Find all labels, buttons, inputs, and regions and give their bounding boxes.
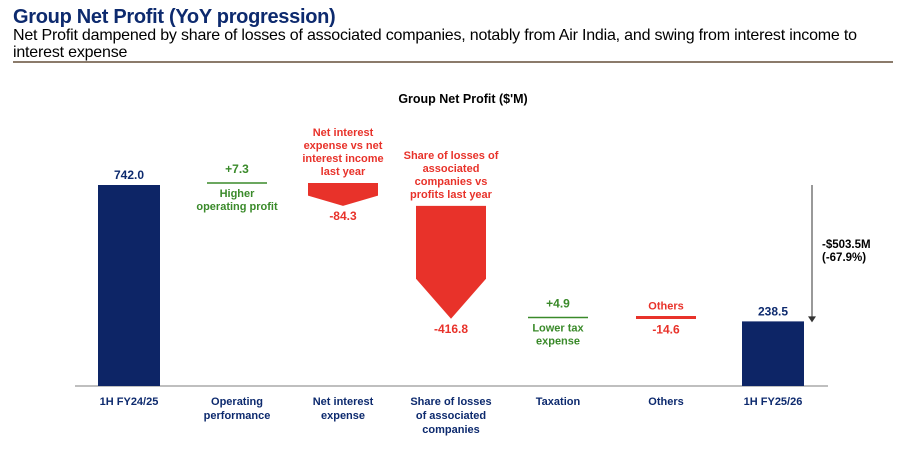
title-divider	[13, 61, 893, 63]
category-label: Others	[648, 396, 683, 408]
page-title: Group Net Profit (YoY progression)	[13, 6, 336, 28]
annotation-line: companies vs	[415, 176, 488, 188]
annotation-line: Lower tax	[532, 322, 584, 334]
category-label: companies	[422, 424, 479, 436]
data-label: -14.6	[652, 322, 680, 336]
bar-total	[742, 321, 804, 386]
category-label: Operating	[211, 396, 263, 408]
annotation-line: Higher	[220, 188, 256, 200]
annotation-line: expense vs net	[304, 140, 383, 152]
annotation-line: associated	[423, 163, 480, 175]
total-change-label: (-67.9%)	[822, 252, 866, 264]
annotation-line: expense	[536, 335, 580, 347]
data-label: 742.0	[114, 168, 144, 182]
category-label: Taxation	[536, 396, 581, 408]
annotation-line: operating profit	[196, 201, 278, 213]
annotation-line: profits last year	[410, 189, 493, 201]
data-label: +7.3	[225, 162, 249, 176]
annotation-line: Share of losses of	[404, 150, 499, 162]
chart-title: Group Net Profit ($'M)	[398, 92, 527, 106]
category-label: 1H FY25/26	[744, 396, 803, 408]
data-label: -84.3	[329, 209, 357, 223]
data-label: 238.5	[758, 304, 788, 318]
total-change-arrowhead	[808, 316, 816, 323]
category-label: performance	[204, 410, 271, 422]
category-label: 1H FY24/25	[100, 396, 159, 408]
data-label: -416.8	[434, 322, 468, 336]
page-subtitle: Net Profit dampened by share of losses o…	[13, 27, 857, 61]
category-label: Net interest	[313, 396, 374, 408]
category-label: Share of losses	[410, 396, 491, 408]
annotation-line: Net interest	[313, 127, 374, 139]
bar-decrease-arrow	[308, 183, 378, 206]
annotation-line: Others	[648, 300, 683, 312]
annotation-line: last year	[321, 166, 366, 178]
category-label: of associated	[416, 410, 486, 422]
data-label: +4.9	[546, 296, 570, 310]
bar-total	[98, 185, 160, 386]
total-change-label: -$503.5M	[822, 239, 871, 251]
bar-decrease-arrow	[416, 205, 486, 319]
category-label: expense	[321, 410, 365, 422]
annotation-line: interest income	[302, 153, 383, 165]
